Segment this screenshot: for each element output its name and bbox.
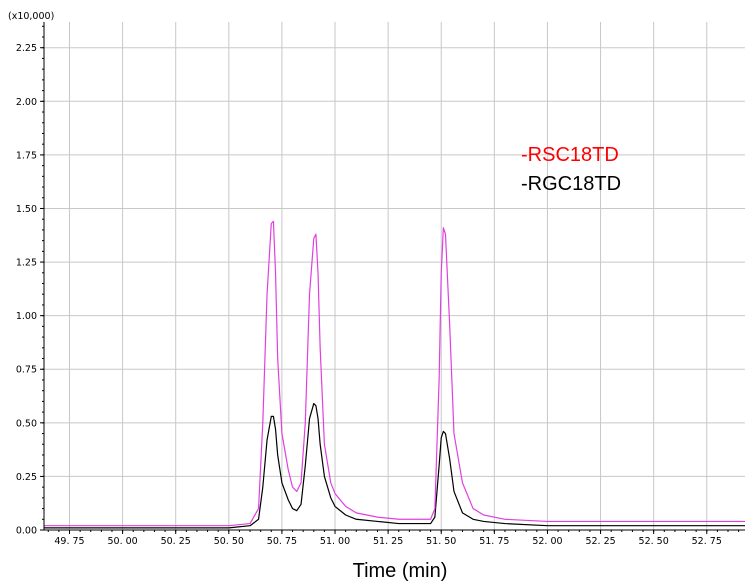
- y-tick-label: 0.25: [16, 472, 37, 483]
- x-tick-label: 51. 75: [479, 536, 509, 547]
- x-tick-labels: 49. 75 50. 00 50. 25 50. 50 50. 75 51. 00 51. …: [54, 536, 721, 547]
- legend: -RSC18TD -RGC18TD: [521, 144, 621, 195]
- y-tick-label: 1.50: [16, 204, 37, 215]
- x-tick-label: 50. 75: [267, 536, 297, 547]
- y-tick-label: 2.25: [16, 43, 37, 54]
- y-tick-label: 1.00: [16, 311, 37, 322]
- x-tick-label: 51. 50: [426, 536, 456, 547]
- x-tick-label: 51. 25: [373, 536, 403, 547]
- legend-entry-rgc18td: -RGC18TD: [521, 173, 621, 195]
- series-rgc18td-line: [44, 402, 745, 529]
- series-layer: [44, 220, 745, 529]
- x-tick-label: 52. 25: [585, 536, 615, 547]
- y-tick-label: 1.25: [16, 258, 37, 269]
- x-tick-label: 52. 00: [532, 536, 562, 547]
- x-axis-title: Time (min): [353, 560, 448, 582]
- y-tick-label: 2.00: [16, 97, 37, 108]
- plot-background: [44, 22, 745, 530]
- x-tick-label: 50. 50: [214, 536, 244, 547]
- y-scale-label: (x10,000): [8, 11, 54, 22]
- x-tick-label: 50. 25: [161, 536, 191, 547]
- x-tick-label: 50. 00: [107, 536, 137, 547]
- legend-entry-rsc18td: -RSC18TD: [521, 144, 619, 166]
- y-tick-labels: 0.00 0.25 0.50 0.75 1.00 1.25 1.50 1.75 2.00 2.25: [16, 43, 37, 536]
- x-tick-label: 52. 50: [639, 536, 669, 547]
- y-tick-label: 1.75: [16, 150, 37, 161]
- x-tick-label: 51. 00: [320, 536, 350, 547]
- series-rsc18td-line: [44, 220, 745, 527]
- grid-lines: [44, 22, 745, 530]
- y-tick-label: 0.00: [16, 526, 37, 537]
- x-tick-label: 52. 75: [692, 536, 722, 547]
- x-tick-label: 49. 75: [54, 536, 84, 547]
- y-tick-label: 0.50: [16, 418, 37, 429]
- y-tick-label: 0.75: [16, 365, 37, 376]
